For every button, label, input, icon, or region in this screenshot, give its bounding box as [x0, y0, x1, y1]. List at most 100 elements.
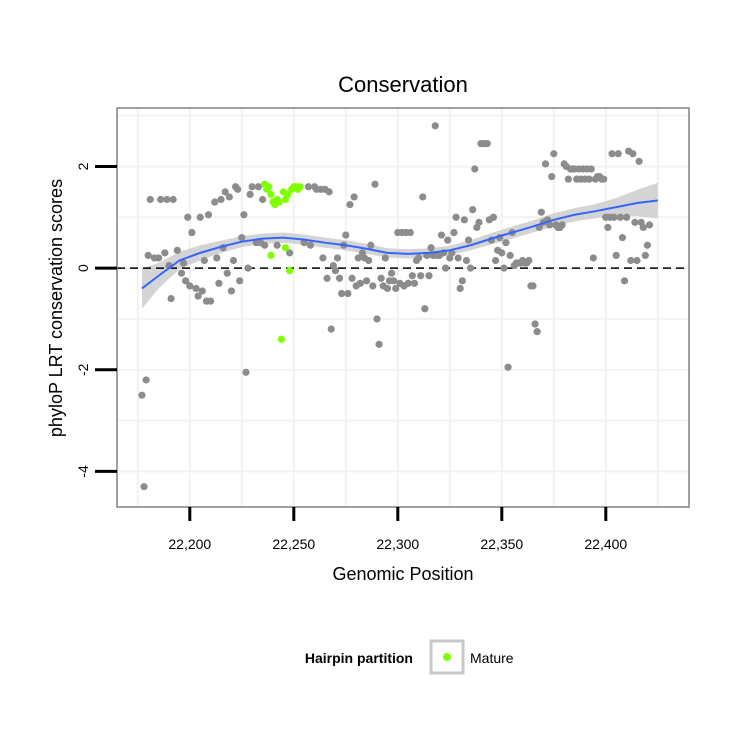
data-point	[157, 195, 165, 204]
data-point	[163, 195, 171, 204]
data-point	[525, 256, 533, 265]
data-point	[217, 195, 225, 204]
data-point	[155, 254, 163, 262]
data-point	[138, 391, 146, 399]
x-tick-label: 22,250	[272, 536, 315, 552]
data-point	[323, 274, 331, 282]
data-point	[415, 254, 423, 262]
data-point	[641, 251, 649, 260]
data-point	[421, 305, 429, 313]
confidence-band	[141, 182, 658, 309]
y-tick-label: -2	[75, 363, 91, 376]
data-point	[541, 160, 550, 168]
data-point	[207, 297, 215, 305]
data-point	[491, 256, 500, 265]
data-point	[240, 211, 248, 219]
data-point	[259, 195, 267, 204]
data-point	[469, 206, 477, 214]
data-point	[254, 183, 263, 191]
data-points	[138, 122, 654, 491]
data-point	[502, 239, 510, 247]
y-tick-label: 0	[75, 264, 91, 272]
plot-frame	[116, 107, 690, 508]
data-point	[286, 249, 294, 257]
data-point	[564, 175, 572, 183]
data-point	[377, 274, 385, 282]
data-point	[383, 284, 391, 293]
data-point	[392, 284, 400, 293]
smooth-confidence-band	[141, 182, 658, 309]
data-point	[211, 198, 219, 206]
data-point	[450, 228, 458, 237]
y-tick-label: 2	[75, 162, 91, 170]
data-point	[460, 216, 468, 224]
data-point	[173, 246, 181, 254]
data-point	[363, 277, 371, 285]
data-point	[616, 213, 624, 221]
mature-data-point	[277, 335, 285, 343]
data-point	[631, 218, 639, 226]
data-point	[375, 340, 383, 348]
data-point	[215, 279, 223, 287]
data-point	[331, 267, 339, 275]
data-point	[390, 277, 398, 285]
data-point	[623, 213, 631, 221]
data-point	[169, 195, 177, 204]
data-point	[504, 363, 512, 371]
data-point	[633, 256, 641, 265]
data-point	[467, 264, 475, 272]
data-point	[177, 269, 186, 277]
mature-data-point	[296, 183, 304, 191]
chart-title: Conservation	[338, 72, 468, 97]
mature-data-point	[281, 244, 290, 252]
data-point	[500, 264, 508, 272]
data-point	[585, 175, 593, 183]
data-point	[425, 272, 433, 280]
data-point	[369, 282, 377, 290]
x-tick-label: 22,400	[584, 536, 627, 552]
data-point	[645, 221, 654, 229]
smooth-trend-line	[141, 199, 658, 290]
data-point	[458, 277, 466, 285]
data-point	[456, 284, 464, 293]
data-point	[213, 254, 221, 262]
mature-data-point	[267, 190, 275, 199]
data-point	[146, 195, 154, 204]
data-point	[248, 183, 256, 191]
data-point	[417, 272, 425, 280]
data-point	[404, 279, 412, 287]
data-point	[627, 256, 635, 265]
data-point	[242, 368, 250, 376]
data-point	[179, 259, 188, 267]
data-point	[350, 193, 358, 201]
data-point	[223, 269, 231, 277]
data-point	[335, 274, 344, 282]
y-axis: -4 -2 0 2	[75, 162, 117, 478]
mature-data-point	[275, 198, 283, 206]
data-point	[381, 254, 389, 262]
data-point	[604, 223, 612, 232]
mature-points	[261, 180, 304, 343]
data-point	[319, 254, 327, 262]
mature-data-point	[283, 190, 292, 199]
data-point	[273, 241, 281, 249]
data-point	[489, 213, 498, 221]
data-point	[344, 289, 352, 298]
data-point	[506, 251, 514, 260]
data-point	[186, 282, 194, 290]
data-point	[142, 376, 150, 384]
data-point	[558, 221, 566, 229]
data-point	[475, 218, 483, 226]
data-point	[444, 236, 452, 244]
x-tick-label: 22,200	[168, 536, 211, 552]
data-point	[452, 213, 460, 221]
data-point	[454, 254, 462, 262]
data-point	[618, 234, 627, 242]
data-point	[333, 254, 342, 262]
data-point	[365, 256, 373, 265]
data-point	[533, 328, 541, 336]
data-point	[529, 282, 537, 290]
data-point	[610, 213, 618, 221]
data-point	[225, 193, 233, 201]
